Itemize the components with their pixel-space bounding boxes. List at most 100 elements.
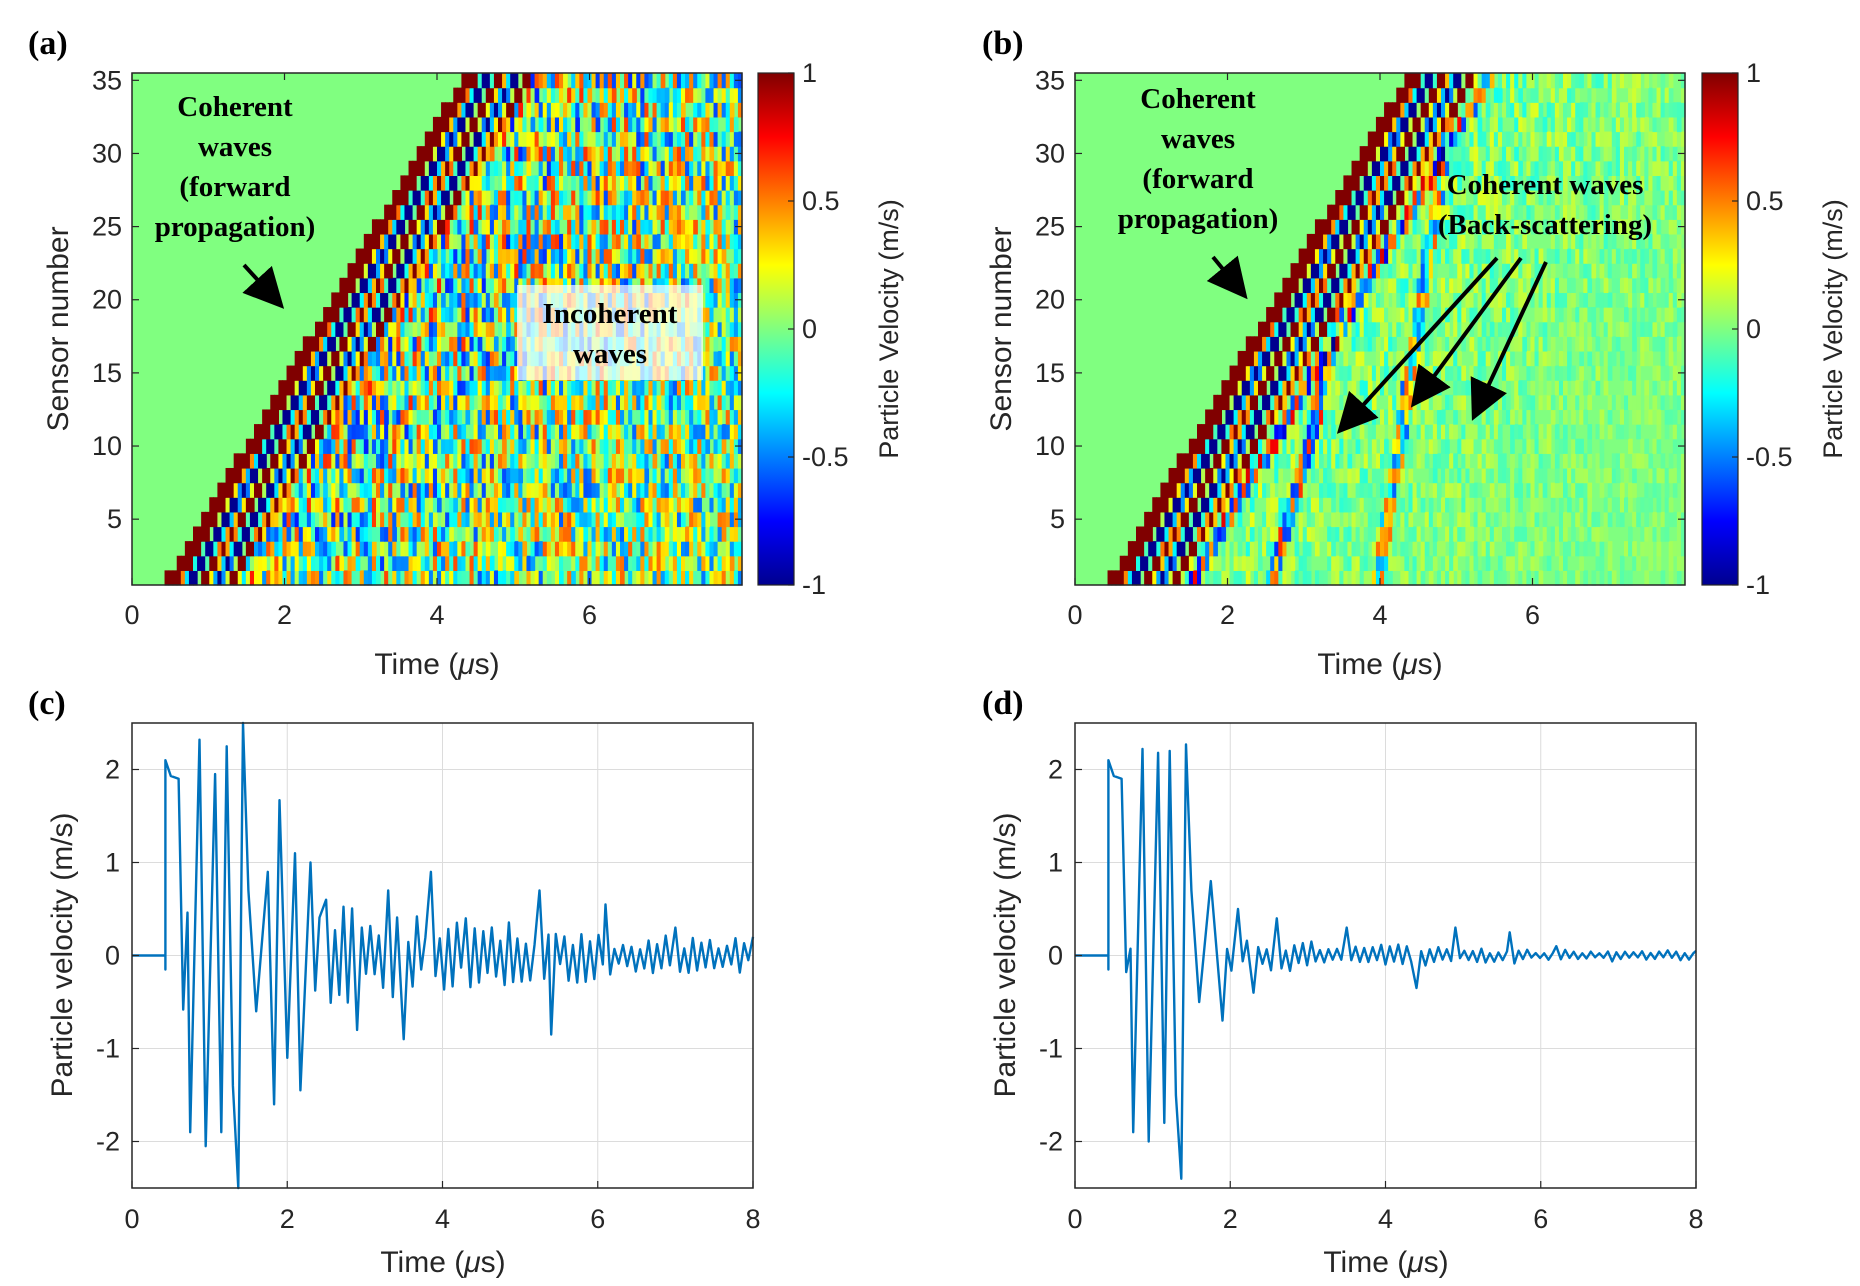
heatmap-cell xyxy=(681,409,686,425)
heatmap-cell xyxy=(620,219,625,235)
heatmap-cell xyxy=(315,555,320,571)
heatmap-cell xyxy=(449,482,454,498)
heatmap-cell xyxy=(404,438,410,454)
heatmap-cell xyxy=(599,87,605,103)
heatmap-cell xyxy=(1465,482,1471,498)
heatmap-cell xyxy=(384,233,389,250)
heatmap-cell xyxy=(705,204,711,220)
heatmap-cell xyxy=(664,511,670,528)
heatmap-cell xyxy=(1347,541,1353,557)
heatmap-cell xyxy=(445,219,450,235)
heatmap-cell xyxy=(506,233,511,250)
heatmap-cell xyxy=(575,160,580,176)
heatmap-cell xyxy=(1209,511,1214,528)
heatmap-cell xyxy=(437,131,442,147)
heatmap-cell xyxy=(428,307,434,323)
heatmap-cell xyxy=(1530,541,1536,557)
heatmap-cell xyxy=(615,160,621,176)
heatmap-cell xyxy=(217,555,223,571)
heatmap-cell xyxy=(1323,482,1328,498)
heatmap-cell xyxy=(648,233,654,250)
heatmap-cell xyxy=(445,307,450,323)
heatmap-cell xyxy=(1367,555,1373,571)
heatmap-cell xyxy=(1534,467,1540,484)
heatmap-cell xyxy=(323,467,328,484)
heatmap-cell xyxy=(595,555,601,571)
heatmap-cell xyxy=(595,131,601,147)
heatmap-cell xyxy=(607,175,613,191)
heatmap-cell xyxy=(502,87,507,103)
heatmap-cell xyxy=(672,219,678,235)
heatmap-cell xyxy=(591,497,597,513)
heatmap-cell xyxy=(457,219,462,235)
heatmap-cell xyxy=(1619,482,1625,498)
heatmap-cell xyxy=(1465,497,1471,513)
heatmap-cell xyxy=(652,482,658,498)
heatmap-cell xyxy=(538,541,544,557)
heatmap-cell xyxy=(518,453,523,469)
heatmap-cell xyxy=(510,526,515,542)
heatmap-cell xyxy=(542,233,548,250)
heatmap-cell xyxy=(1680,380,1686,396)
heatmap-cell xyxy=(408,307,414,323)
heatmap-cell xyxy=(1469,555,1475,571)
heatmap-cell xyxy=(652,160,658,176)
heatmap-cell xyxy=(485,190,491,206)
heatmap-cell xyxy=(1676,424,1682,440)
heatmap-cell xyxy=(1388,394,1393,411)
heatmap-cell xyxy=(611,555,617,571)
heatmap-cell xyxy=(1388,541,1393,557)
heatmap-cell xyxy=(371,365,377,381)
heatmap-cell xyxy=(737,350,743,367)
heatmap-cell xyxy=(388,438,393,454)
heatmap-cell xyxy=(729,116,735,133)
heatmap-cell xyxy=(1388,380,1393,396)
heatmap-cell xyxy=(1371,526,1377,542)
heatmap-cell xyxy=(607,87,613,103)
heatmap-cell xyxy=(733,424,739,440)
heatmap-cell xyxy=(729,511,735,528)
heatmap-cell xyxy=(676,73,682,89)
heatmap-cell xyxy=(583,555,589,571)
heatmap-cell xyxy=(571,438,576,454)
heatmap-cell xyxy=(327,380,332,396)
heatmap-cell xyxy=(632,175,637,191)
heatmap-cell xyxy=(485,394,491,411)
heatmap-cell xyxy=(1371,424,1377,440)
heatmap-cell xyxy=(1229,467,1235,484)
heatmap-cell xyxy=(355,350,361,367)
heatmap-cell xyxy=(376,233,381,250)
heatmap-cell xyxy=(1428,467,1434,484)
heatmap-cell xyxy=(725,263,731,279)
heatmap-cell xyxy=(693,131,698,147)
heatmap-cell xyxy=(1205,541,1210,557)
heatmap-cell xyxy=(542,482,548,498)
heatmap-cell xyxy=(514,497,519,513)
heatmap-cell xyxy=(579,175,584,191)
heatmap-cell xyxy=(449,204,454,220)
heatmap-cell xyxy=(1400,555,1405,571)
heatmap-cell xyxy=(335,482,340,498)
heatmap-cell xyxy=(648,73,654,89)
heatmap-cell xyxy=(1302,526,1308,542)
heatmap-cell xyxy=(278,482,284,498)
heatmap-cell xyxy=(1441,541,1446,557)
heatmap-cell xyxy=(1371,467,1377,484)
heatmap-cell xyxy=(1506,541,1511,557)
heatmap-cell xyxy=(1461,394,1466,411)
heatmap-cell xyxy=(1579,409,1584,425)
heatmap-cell xyxy=(1253,409,1259,425)
heatmap-cell xyxy=(1282,438,1288,454)
heatmap-cell xyxy=(355,424,361,440)
heatmap-cell xyxy=(1522,394,1527,411)
heatmap-cell xyxy=(420,409,426,425)
heatmap-cell xyxy=(1298,467,1304,484)
heatmap-cell xyxy=(1473,541,1479,557)
heatmap-cell xyxy=(396,292,401,308)
heatmap-cell xyxy=(599,102,605,118)
heatmap-cell xyxy=(1400,394,1405,411)
heatmap-cell xyxy=(1201,497,1206,513)
heatmap-cell xyxy=(689,497,694,513)
heatmap-cell xyxy=(392,233,397,250)
heatmap-cell xyxy=(636,263,641,279)
